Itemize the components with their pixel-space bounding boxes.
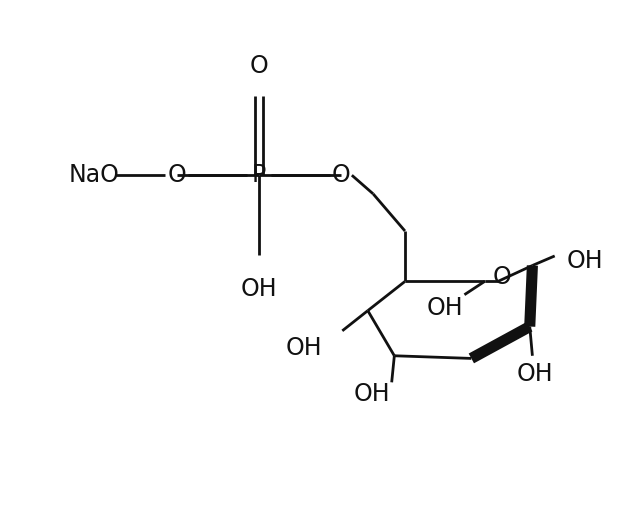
- Text: P: P: [252, 163, 266, 187]
- Text: O: O: [332, 163, 351, 187]
- Text: O: O: [250, 54, 268, 79]
- Text: OH: OH: [353, 382, 390, 406]
- Text: OH: OH: [286, 336, 323, 360]
- Text: OH: OH: [516, 362, 554, 387]
- Text: OH: OH: [426, 296, 463, 320]
- Text: O: O: [493, 265, 511, 289]
- Text: OH: OH: [567, 249, 604, 273]
- Text: O: O: [167, 163, 186, 187]
- Text: OH: OH: [241, 277, 277, 302]
- Text: NaO: NaO: [69, 163, 120, 187]
